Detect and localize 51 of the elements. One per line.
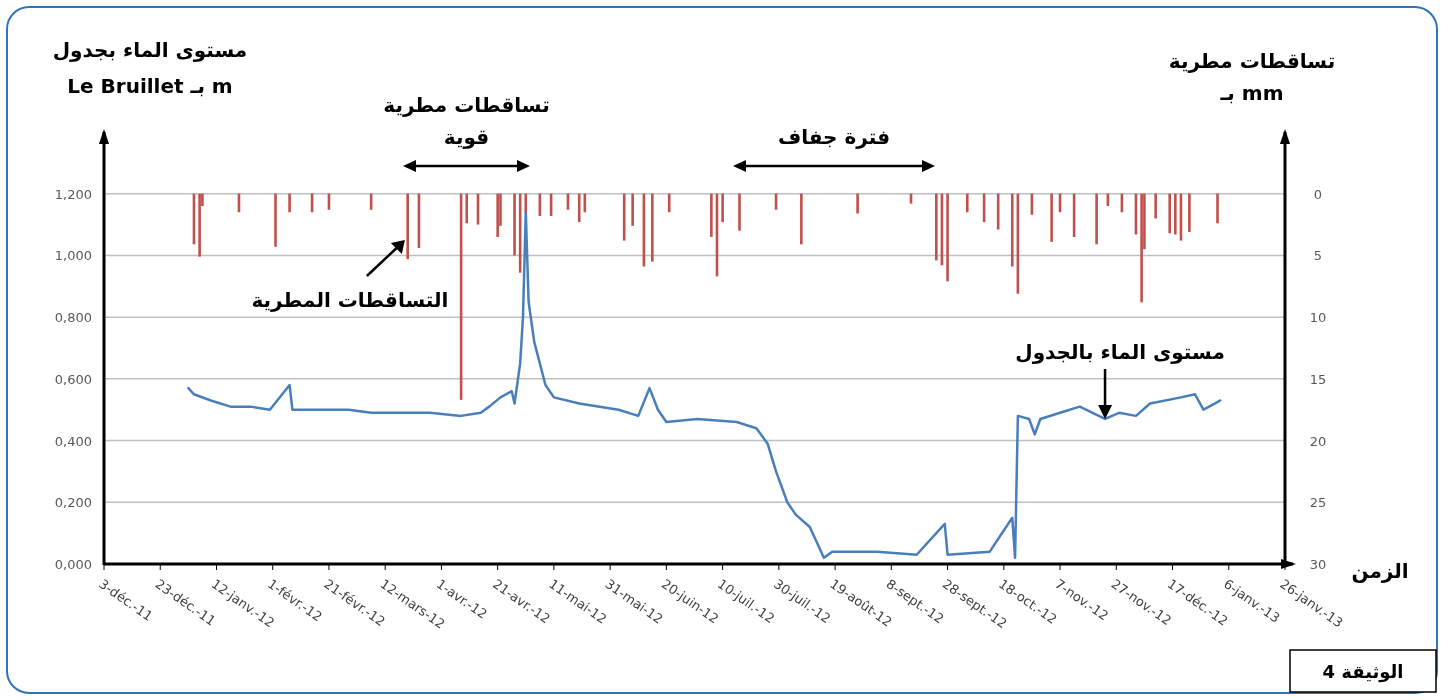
y-tick-label: 0,800 [54, 310, 92, 326]
y-tick-label: 0,600 [54, 371, 92, 387]
bar [1216, 193, 1219, 224]
bar [513, 193, 516, 256]
annotation: فترة جفاف [777, 125, 891, 149]
bar [965, 193, 969, 213]
y2-tick-label: 20 [1309, 433, 1327, 449]
bar [406, 193, 409, 260]
bar [1010, 193, 1014, 267]
bar [738, 193, 741, 231]
y-tick-label: 0,400 [54, 433, 92, 449]
bar [1174, 193, 1177, 235]
bar [1188, 193, 1191, 232]
y2-tick-label: 5 [1313, 248, 1323, 264]
bar [1050, 193, 1053, 242]
bar [465, 193, 469, 224]
y2-tick-label: 30 [1309, 557, 1327, 572]
y2-tick-label: 25 [1309, 495, 1327, 511]
text: الوثيقة 4 [1322, 661, 1404, 683]
y-tick-label: 0,000 [54, 557, 92, 572]
bar [577, 193, 581, 223]
bar [1095, 193, 1098, 245]
y-tick-label: 1,200 [54, 186, 92, 202]
x-axis-title: الزمن [1351, 559, 1409, 583]
bar [800, 193, 803, 245]
bar [721, 193, 724, 223]
bar [935, 193, 938, 261]
bar [496, 193, 499, 237]
bar [651, 193, 654, 262]
bar [946, 193, 949, 282]
bar [856, 193, 859, 214]
bar [524, 193, 528, 214]
y2-tick-label: 0 [1313, 186, 1323, 202]
y2-tick-label: 15 [1309, 371, 1327, 387]
annotation: التساقطات المطرية [251, 288, 449, 312]
y2-axis-title: تساقطات مطرية بـ mm [1168, 49, 1336, 105]
bar [1168, 193, 1172, 234]
y2-tick-label: 10 [1309, 310, 1327, 326]
bar [198, 193, 201, 257]
bar [1154, 193, 1157, 219]
bar [631, 193, 634, 226]
y-axis-title: مستوى الماء بجدول Le Bruillet بـ m [52, 38, 248, 98]
bar [622, 193, 626, 241]
bar [710, 193, 713, 237]
annotation: تساقطات مطرية قوية [383, 93, 550, 149]
bar [1140, 193, 1143, 303]
y-tick-label: 1,000 [54, 248, 92, 264]
bar [274, 193, 277, 247]
y-tick-label: 0,200 [54, 495, 92, 511]
annotation: مستوى الماء بالجدول [1015, 339, 1225, 364]
bar [288, 193, 291, 213]
